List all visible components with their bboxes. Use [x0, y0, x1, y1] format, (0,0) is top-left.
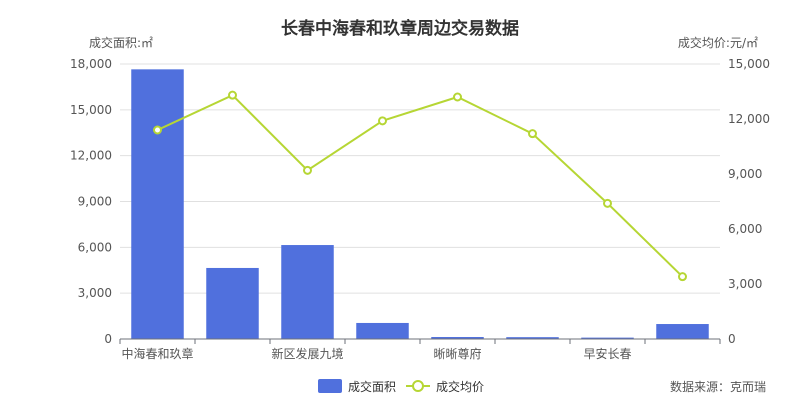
y-right-tick-label: 9,000 [728, 167, 762, 181]
data-source-note: 数据来源：克而瑞 [670, 379, 766, 394]
bar [356, 322, 409, 339]
line-series [153, 90, 687, 282]
line-point [678, 272, 687, 282]
line-point [453, 92, 462, 102]
y-left-axis-label: 成交面积:㎡ [89, 35, 153, 50]
x-tick-label: 新区发展九境 [271, 346, 343, 361]
legend-line-label: 成交均价 [436, 379, 484, 394]
legend-bar-label: 成交面积 [348, 379, 396, 394]
bar [131, 69, 184, 339]
bar [506, 337, 559, 339]
legend: 成交面积 成交均价 [318, 379, 484, 394]
x-tick-label: 晰晰尊府 [433, 346, 481, 361]
bar [281, 245, 334, 339]
grid-lines [120, 63, 720, 294]
y-right-tick-label: 15,000 [728, 57, 770, 71]
y-left-tick-label: 3,000 [78, 286, 112, 300]
y-left-tick-label: 12,000 [70, 149, 112, 163]
bar [431, 337, 484, 339]
line-point [153, 125, 162, 135]
y-right-tick-label: 3,000 [728, 277, 762, 291]
line-point [603, 198, 612, 208]
y-left-tick-label: 0 [104, 332, 112, 346]
price-line [157, 93, 684, 278]
bar-series [131, 69, 709, 339]
axes: 0 3,000 6,000 9,000 12,000 15,000 18,000 0 3,000… [70, 57, 770, 361]
line-point [303, 165, 312, 175]
legend-bar-swatch [318, 379, 342, 393]
x-tick-label: 中海春和玖章 [121, 346, 193, 361]
bar [206, 267, 259, 339]
y-left-tick-label: 6,000 [78, 240, 112, 254]
line-point [378, 116, 387, 126]
chart-title: 长春中海春和玖章周边交易数据 [281, 18, 519, 39]
bar [656, 324, 709, 339]
bar [581, 337, 634, 339]
legend-line-marker [412, 380, 424, 392]
y-left-tick-label: 15,000 [70, 103, 112, 117]
y-right-tick-label: 6,000 [728, 222, 762, 236]
y-right-axis-label: 成交均价:元/㎡ [678, 35, 758, 50]
y-left-tick-label: 18,000 [70, 57, 112, 71]
line-point [528, 129, 537, 139]
x-tick-label: 早安长春 [583, 346, 631, 361]
line-point [228, 90, 237, 100]
y-left-tick-label: 9,000 [78, 195, 112, 209]
y-right-tick-label: 12,000 [728, 112, 770, 126]
y-right-tick-label: 0 [728, 332, 736, 346]
